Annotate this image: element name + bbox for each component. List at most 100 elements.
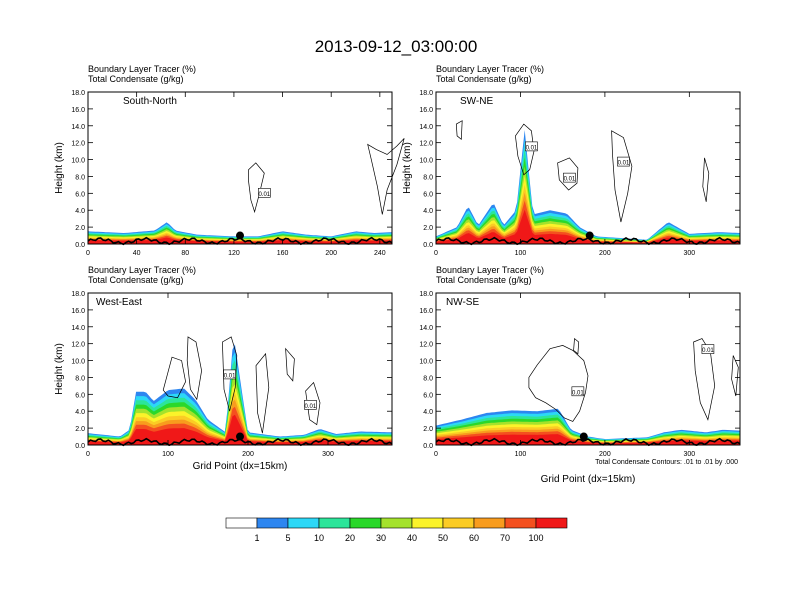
panel-label: SW-NE xyxy=(460,96,493,107)
plot-area: 0.01 0.01 0.0 2.0 4.0 6.0 8.0 10.0 12.0 14.0 16.0 1… xyxy=(71,291,393,458)
x-tick-label: 300 xyxy=(683,250,695,257)
tracer-layer xyxy=(436,139,740,244)
plot-frame xyxy=(87,292,393,446)
condensate-contour xyxy=(515,123,535,176)
x-tick-label: 0 xyxy=(434,250,438,257)
x-tick-label: 300 xyxy=(322,451,334,458)
panel-subtitle-line1: Boundary Layer Tracer (%) xyxy=(436,265,544,275)
y-tick-label: 10.0 xyxy=(419,359,433,366)
y-tick-label: 18.0 xyxy=(71,90,85,97)
y-tick-label: 10.0 xyxy=(71,359,85,366)
contour-label-text: 0.01 xyxy=(564,177,576,183)
y-tick-label: 12.0 xyxy=(71,141,85,148)
condensate-contour xyxy=(162,356,186,399)
colorbar-swatch xyxy=(535,517,568,529)
contour-label-text: 0.01 xyxy=(572,390,584,396)
colorbar-label: 5 xyxy=(285,533,290,543)
y-tick-label: 8.0 xyxy=(423,375,433,382)
y-tick-label: 2.0 xyxy=(423,225,433,232)
condensate-contour xyxy=(611,130,633,223)
colorbar-swatch xyxy=(442,517,475,529)
figure-title: 2013-09-12_03:00:00 xyxy=(315,37,478,56)
y-tick-label: 6.0 xyxy=(75,392,85,399)
x-tick-label: 80 xyxy=(181,250,189,257)
colorbar-label: 1 xyxy=(254,533,259,543)
panel-subtitle-line1: Boundary Layer Tracer (%) xyxy=(88,64,196,74)
condensate-contour xyxy=(367,138,405,215)
y-tick-label: 16.0 xyxy=(419,107,433,114)
colorbar-label: 50 xyxy=(438,533,448,543)
location-marker xyxy=(236,432,244,441)
y-tick-label: 4.0 xyxy=(75,409,85,416)
colorbar-label: 10 xyxy=(314,533,324,543)
y-tick-label: 14.0 xyxy=(71,124,85,131)
condensate-contour xyxy=(186,336,202,401)
y-tick-label: 6.0 xyxy=(75,191,85,198)
panel-subtitle-line1: Boundary Layer Tracer (%) xyxy=(88,265,196,275)
y-tick-label: 4.0 xyxy=(423,208,433,215)
y-axis-label-group: Height (km) xyxy=(402,142,413,194)
tracer-layer xyxy=(436,148,740,244)
condensate-contour xyxy=(455,120,463,141)
x-tick-label: 120 xyxy=(228,250,240,257)
y-tick-label: 0.0 xyxy=(423,242,433,249)
y-axis-label: Height (km) xyxy=(402,142,413,194)
colorbar-label: 60 xyxy=(469,533,479,543)
colorbar-swatch xyxy=(411,517,444,529)
colorbar-swatch xyxy=(504,517,537,529)
plot-frame xyxy=(435,91,741,245)
x-tick-label: 100 xyxy=(515,451,527,458)
condensate-contour xyxy=(285,347,295,382)
x-tick-label: 200 xyxy=(325,250,337,257)
x-tick-label: 240 xyxy=(374,250,386,257)
tracer-layer xyxy=(436,166,740,244)
x-tick-label: 0 xyxy=(86,451,90,458)
colorbar-swatch xyxy=(380,517,413,529)
contour-label: 0.01 xyxy=(563,172,576,183)
location-marker xyxy=(236,231,244,240)
x-axis-label: Grid Point (dx=15km) xyxy=(541,474,636,485)
x-axis-label: Grid Point (dx=15km) xyxy=(193,461,288,472)
contour-label: 0.01 xyxy=(701,344,714,354)
y-tick-label: 12.0 xyxy=(419,342,433,349)
contour-label-text: 0.01 xyxy=(258,192,270,198)
condensate-contour xyxy=(731,355,739,397)
contour-label-text: 0.01 xyxy=(305,404,317,410)
contour-label: 0.01 xyxy=(304,400,317,410)
y-tick-label: 14.0 xyxy=(419,325,433,332)
y-tick-label: 16.0 xyxy=(71,107,85,114)
tracer-layer xyxy=(436,209,740,244)
condensate-contour xyxy=(305,381,321,426)
plot-frame xyxy=(435,292,741,446)
y-tick-label: 18.0 xyxy=(71,291,85,298)
condensate-contour xyxy=(573,337,580,355)
condensate-contour xyxy=(222,336,238,412)
tracer-layer xyxy=(436,192,740,244)
tracer-layer xyxy=(436,184,740,244)
x-tick-label: 300 xyxy=(683,451,695,458)
y-tick-label: 12.0 xyxy=(71,342,85,349)
x-tick-label: 200 xyxy=(599,451,611,458)
colorbar-label: 30 xyxy=(376,533,386,543)
plot-area: 0.01 0.01 0.01 0.0 2.0 4.0 6.0 8.0 10.0 12.0 14.0 1… xyxy=(419,90,741,257)
y-tick-label: 14.0 xyxy=(419,124,433,131)
contour-label-text: 0.01 xyxy=(224,373,236,379)
colorbar: 1 5 10 20 30 40 50 60 70 100 xyxy=(225,517,568,543)
y-tick-label: 16.0 xyxy=(71,308,85,315)
y-tick-label: 2.0 xyxy=(423,426,433,433)
colorbar-label: 70 xyxy=(500,533,510,543)
tracer-layer xyxy=(436,200,740,244)
panel-subtitle-line2: Total Condensate (g/kg) xyxy=(436,275,532,285)
panel-subtitle-line2: Total Condensate (g/kg) xyxy=(88,275,184,285)
contour-note: Total Condensate Contours: .01 to .01 by… xyxy=(595,459,738,466)
y-tick-label: 4.0 xyxy=(423,409,433,416)
x-tick-label: 100 xyxy=(515,250,527,257)
condensate-contour xyxy=(693,338,716,421)
y-axis-label-group: Height (km) xyxy=(54,343,65,395)
colorbar-label: 40 xyxy=(407,533,417,543)
panel-south-north: Boundary Layer Tracer (%) Total Condensa… xyxy=(54,64,405,257)
contour-label: 0.01 xyxy=(258,188,271,198)
colorbar-label: 100 xyxy=(528,533,543,543)
y-tick-label: 12.0 xyxy=(419,141,433,148)
